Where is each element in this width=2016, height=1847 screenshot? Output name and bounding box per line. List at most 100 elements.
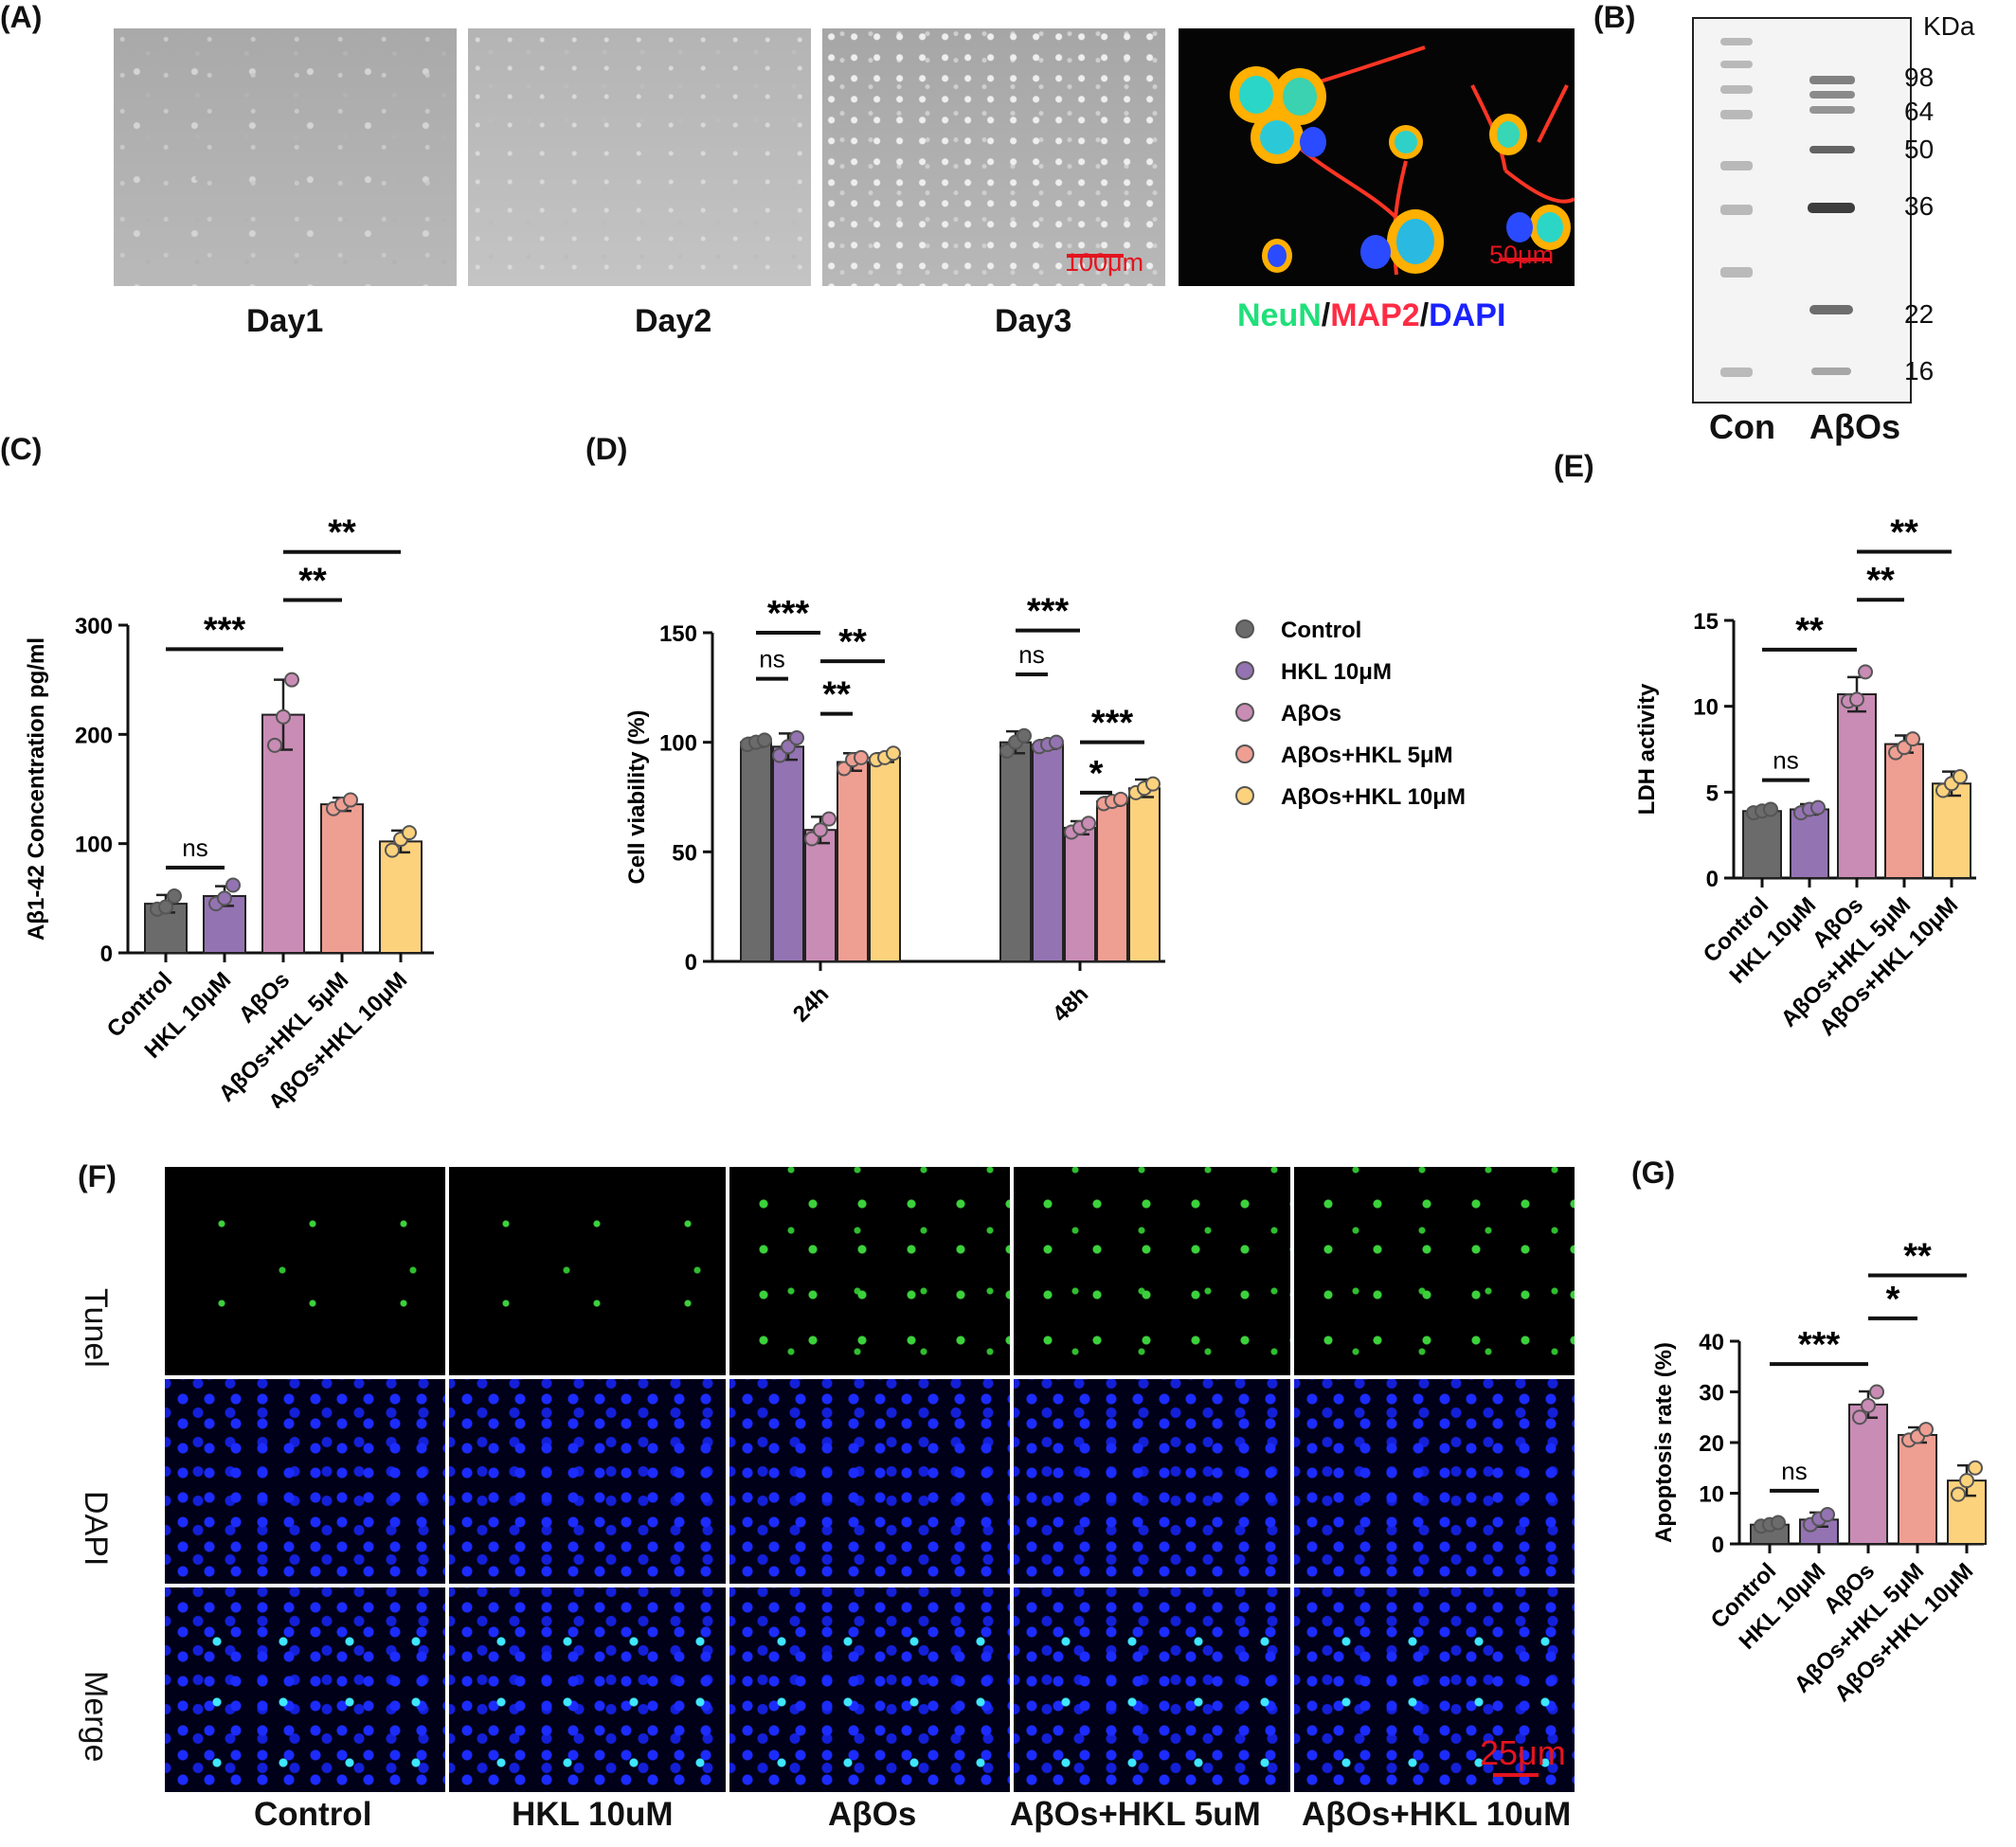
data-point — [1858, 664, 1873, 680]
significance-label: ** — [1890, 512, 1918, 552]
data-point — [821, 811, 837, 827]
y-tick-label: 200 — [75, 723, 113, 748]
tunel-control — [165, 1167, 445, 1375]
significance-label: ns — [759, 645, 784, 673]
data-point — [284, 672, 299, 688]
tunel-abos — [729, 1167, 1010, 1375]
bar — [379, 840, 423, 954]
data-point — [385, 842, 400, 858]
significance-label: * — [1886, 1280, 1900, 1319]
data-point — [1918, 1422, 1934, 1438]
bar — [804, 829, 837, 963]
significance-label: *** — [1091, 704, 1134, 744]
y-tick-label: 15 — [1693, 609, 1719, 635]
caption-day1: Day1 — [246, 303, 324, 339]
panel-label-f: (F) — [78, 1159, 117, 1193]
legend-label: AβOs+HKL 5μM — [1281, 743, 1453, 768]
y-tick-label: 0 — [100, 941, 113, 967]
data-point — [1771, 1515, 1786, 1531]
significance-label: ** — [1866, 561, 1895, 601]
tunel-abos-hkl-10um — [1294, 1167, 1575, 1375]
bar — [320, 803, 364, 954]
significance-label: ** — [328, 513, 356, 553]
data-point — [1820, 1506, 1835, 1522]
significance-label: ns — [1018, 640, 1044, 669]
y-axis-label: Cell viability (%) — [624, 709, 650, 884]
caption-day2: Day2 — [635, 303, 712, 339]
lane-label-con: Con — [1709, 407, 1775, 446]
merge-abos — [729, 1587, 1010, 1792]
bar — [999, 741, 1032, 962]
day1-micrograph — [114, 28, 457, 286]
data-point — [1081, 816, 1096, 832]
scalebar-line — [1067, 254, 1124, 258]
significance-label: *** — [1027, 592, 1070, 632]
y-tick-label: 300 — [75, 614, 113, 639]
legend-label: AβOs+HKL 10μM — [1281, 784, 1466, 810]
data-point — [1869, 1384, 1884, 1400]
marker-98: 98 — [1904, 63, 1935, 92]
data-point — [1951, 1486, 1966, 1502]
x-tick-label: 48h — [1048, 981, 1093, 1027]
blot-bands — [1720, 38, 1855, 377]
merge-hkl-10um — [449, 1587, 726, 1792]
significance-label: *** — [1798, 1325, 1841, 1365]
bar — [869, 756, 901, 962]
tunel-hkl-10um — [449, 1167, 726, 1375]
legend-marker — [1235, 661, 1254, 680]
data-point — [886, 745, 901, 762]
data-point — [402, 825, 417, 841]
bar — [1790, 808, 1829, 880]
y-tick-label: 10 — [1699, 1482, 1724, 1508]
data-point — [813, 822, 828, 838]
y-tick-label: 0 — [685, 950, 697, 976]
merge-abos-hkl-5um — [1014, 1587, 1290, 1792]
data-point — [1861, 1397, 1876, 1413]
data-point — [1763, 801, 1778, 817]
stain-sep-1: / — [1321, 297, 1331, 333]
data-point — [217, 890, 232, 906]
panel-label-c: (C) — [0, 432, 43, 466]
column-label-abos-hkl-10um: AβOs+HKL 10uM — [1302, 1796, 1572, 1833]
significance-label: ns — [1773, 746, 1798, 775]
bar — [1837, 692, 1877, 879]
data-point — [158, 899, 173, 915]
data-point — [1905, 731, 1920, 747]
legend-marker — [1235, 619, 1254, 638]
significance-label: ns — [182, 834, 207, 862]
significance-label: ** — [1903, 1236, 1932, 1276]
data-point — [1145, 776, 1161, 792]
bar — [1848, 1403, 1888, 1545]
merge-control — [165, 1587, 445, 1792]
significance-label: *** — [767, 594, 810, 634]
significance-label: ** — [838, 622, 867, 662]
column-label-abos-hkl-5um: AβOs+HKL 5uM — [1010, 1796, 1261, 1833]
bar — [1064, 826, 1096, 962]
row-label-dapi: DAPI — [78, 1491, 114, 1567]
bar — [1128, 787, 1161, 962]
data-point — [1113, 791, 1128, 807]
y-tick-label: 30 — [1699, 1381, 1724, 1407]
data-point — [276, 708, 291, 725]
dapi-abos-hkl-5um — [1014, 1379, 1290, 1584]
data-point — [1852, 1409, 1867, 1426]
dapi-hkl-10um — [449, 1379, 726, 1584]
bar — [772, 745, 804, 962]
data-point — [225, 877, 241, 893]
lane-label-abos: AβOs — [1809, 407, 1900, 446]
significance-label: ** — [1795, 611, 1824, 651]
kda-unit-label: KDa — [1923, 11, 1975, 41]
legend-label: Control — [1281, 618, 1361, 643]
data-point — [1968, 1460, 1983, 1476]
legend-label: HKL 10μM — [1281, 659, 1392, 685]
significance-label: *** — [204, 610, 246, 650]
column-label-control: Control — [254, 1796, 372, 1833]
scalebar-label-100um: 100μm — [1065, 248, 1144, 277]
column-label-hkl-10um: HKL 10uM — [512, 1796, 674, 1833]
significance-label: ** — [298, 561, 327, 601]
y-axis-label: Apoptosis rate (%) — [1651, 1342, 1677, 1543]
stain-map2: MAP2 — [1330, 297, 1420, 333]
day2-micrograph — [468, 28, 811, 286]
marker-22: 22 — [1904, 299, 1935, 329]
